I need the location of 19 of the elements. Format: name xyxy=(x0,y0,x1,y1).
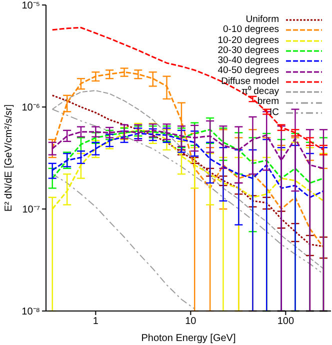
y-tick-label: 10⁻⁵ xyxy=(22,0,40,12)
legend-label: 0-10 degrees xyxy=(223,24,279,36)
legend-label: Diffuse model xyxy=(221,76,279,87)
legend-label: 40-50 degrees xyxy=(218,65,279,77)
legend-label: π⁰ decay xyxy=(241,86,279,98)
legend-label: 10-20 degrees xyxy=(218,34,279,46)
legend-label: IC xyxy=(270,106,279,118)
legend-label: brem xyxy=(257,96,279,108)
x-axis-title: Photon Energy [GeV] xyxy=(141,333,236,344)
x-tick-label: 10 xyxy=(185,316,197,328)
x-tick-label: 100 xyxy=(277,316,294,328)
legend-label: 20-30 degrees xyxy=(218,44,279,56)
y-tick-label: 10⁻⁶ xyxy=(22,102,40,114)
legend-label: 30-40 degrees xyxy=(218,55,279,66)
y-tick-label: 10⁻⁸ xyxy=(22,306,40,318)
legend-label: Uniform xyxy=(246,14,279,25)
y-tick-label: 10⁻⁷ xyxy=(22,204,40,216)
x-tick-label: 1 xyxy=(92,316,99,328)
y-axis-title: E² dN/dE [GeV/cm²/s/sr] xyxy=(4,104,15,212)
